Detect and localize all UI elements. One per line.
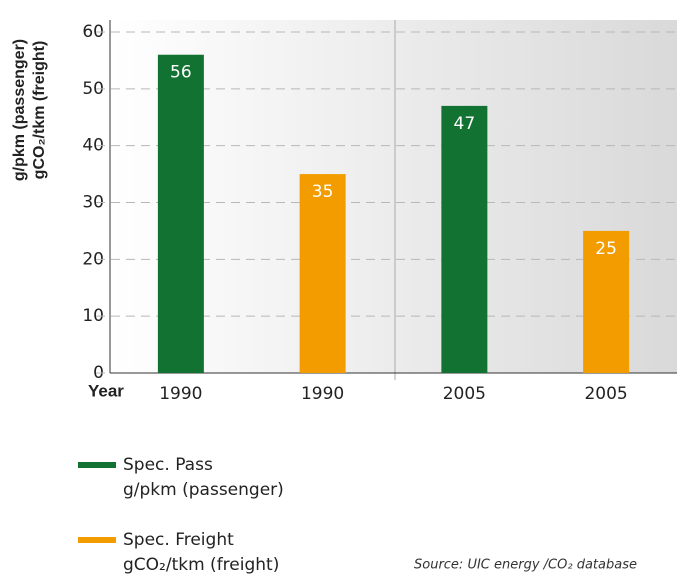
bar bbox=[441, 105, 488, 373]
y-axis-title: gCO₂/tkm (freight) bbox=[31, 41, 48, 180]
legend-label: Spec. Pass bbox=[123, 455, 213, 475]
bar bbox=[583, 230, 630, 373]
x-tick-label: 2005 bbox=[584, 384, 627, 404]
data-label: 47 bbox=[454, 114, 476, 134]
data-label: 35 bbox=[312, 182, 334, 202]
x-tick-label: 1990 bbox=[301, 384, 344, 404]
y-tick-label: 30 bbox=[82, 193, 104, 213]
source: Source: UIC energy /CO₂ database bbox=[414, 558, 637, 573]
y-axis-title: g/pkm (passenger) bbox=[11, 39, 28, 181]
x-tick-label: 1990 bbox=[159, 384, 202, 404]
legend-unit: gCO₂/tkm (freight) bbox=[123, 555, 279, 575]
y-tick-label: 50 bbox=[82, 79, 104, 99]
bar bbox=[157, 54, 204, 373]
bar bbox=[299, 174, 346, 373]
y-tick-label: 20 bbox=[82, 249, 104, 269]
data-label: 56 bbox=[170, 63, 192, 83]
x-axis-title: Year bbox=[88, 381, 124, 400]
data-label: 25 bbox=[595, 239, 617, 259]
legend-swatch bbox=[78, 537, 116, 543]
y-tick-label: 60 bbox=[82, 22, 104, 42]
y-tick-label: 10 bbox=[82, 306, 104, 326]
legend-swatch bbox=[78, 462, 116, 468]
plot-background bbox=[110, 20, 677, 373]
x-tick-label: 2005 bbox=[443, 384, 486, 404]
y-tick-label: 40 bbox=[82, 136, 104, 156]
legend-label: Spec. Freight bbox=[123, 530, 234, 550]
legend-unit: g/pkm (passenger) bbox=[123, 480, 284, 500]
